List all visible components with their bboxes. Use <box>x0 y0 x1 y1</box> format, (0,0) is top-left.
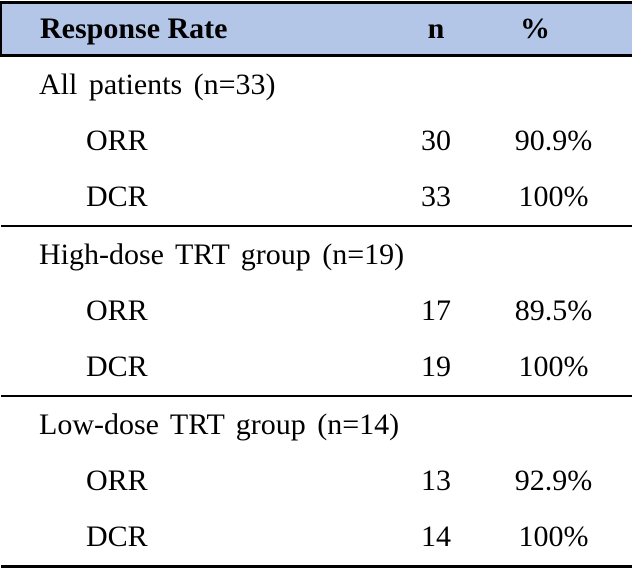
table-row: ORR 30 90.9% <box>1 113 632 169</box>
group-row: All patients (n=33) <box>1 56 632 114</box>
group-label: Low-dose TRT group (n=14) <box>39 408 400 441</box>
header-n: n <box>376 1 496 57</box>
row-n-value: 13 <box>421 464 451 497</box>
row-pct-value: 90.9% <box>514 124 593 157</box>
group-label: All patients (n=33) <box>39 68 276 101</box>
table-row: DCR 14 100% <box>1 509 632 567</box>
row-n-value: 19 <box>421 350 451 383</box>
header-response-rate: Response Rate <box>0 1 376 57</box>
row-pct-value: 89.5% <box>514 294 593 327</box>
row-n-value: 33 <box>421 180 451 213</box>
table-row: ORR 17 89.5% <box>1 283 632 339</box>
row-label: DCR <box>86 520 148 553</box>
row-label: DCR <box>86 180 148 213</box>
row-label: ORR <box>86 294 148 327</box>
row-label: ORR <box>86 464 148 497</box>
header-percent: % <box>496 1 632 57</box>
table-row: DCR 19 100% <box>1 339 632 396</box>
group-row: High-dose TRT group (n=19) <box>1 226 632 283</box>
row-pct-value: 100% <box>518 180 589 213</box>
header-row: Response Rate n % <box>0 1 632 57</box>
row-n-value: 30 <box>421 124 451 157</box>
row-pct-value: 100% <box>518 520 589 553</box>
table-row: ORR 13 92.9% <box>1 453 632 509</box>
row-pct-value: 100% <box>518 350 589 383</box>
section-all-patients: All patients (n=33) ORR 30 90.9% DCR 33 … <box>1 56 632 226</box>
group-label: High-dose TRT group (n=19) <box>39 238 405 271</box>
section-low-dose: Low-dose TRT group (n=14) ORR 13 92.9% D… <box>1 396 632 567</box>
row-label: ORR <box>86 124 148 157</box>
row-n-value: 17 <box>421 294 451 327</box>
section-high-dose: High-dose TRT group (n=19) ORR 17 89.5% … <box>1 226 632 396</box>
table-row: DCR 33 100% <box>1 169 632 226</box>
row-label: DCR <box>86 350 148 383</box>
row-pct-value: 92.9% <box>514 464 593 497</box>
row-n-value: 14 <box>421 520 451 553</box>
group-row: Low-dose TRT group (n=14) <box>1 396 632 453</box>
table-header: Response Rate n % <box>0 1 632 57</box>
